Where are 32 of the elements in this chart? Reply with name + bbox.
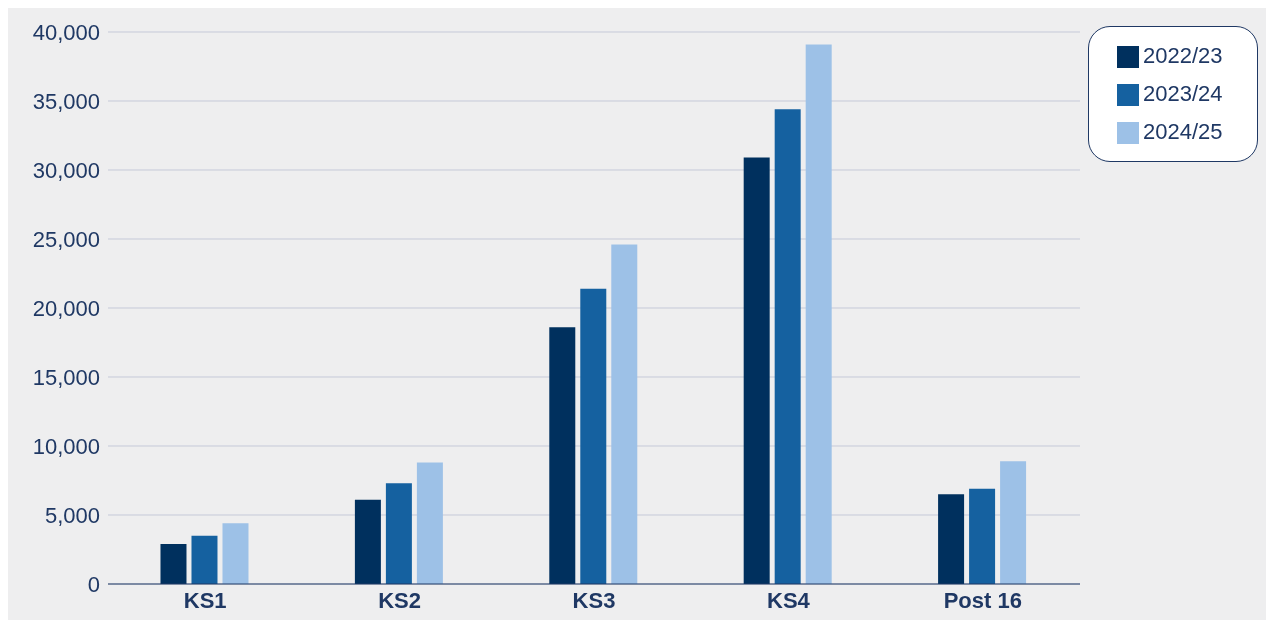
- y-tick-label: 0: [87, 571, 100, 597]
- y-tick-label: 20,000: [32, 295, 100, 321]
- y-tick-label: 25,000: [32, 226, 100, 252]
- legend-label: 2022/23: [1143, 43, 1223, 68]
- y-tick-label: 35,000: [32, 88, 100, 114]
- bar: [805, 44, 832, 584]
- bar: [549, 327, 576, 584]
- bar: [743, 157, 770, 584]
- bar: [385, 483, 412, 584]
- bar: [938, 494, 965, 584]
- bar: [969, 488, 996, 584]
- bar: [580, 288, 607, 584]
- x-tick-label: Post 16: [943, 587, 1022, 613]
- bar: [160, 543, 187, 584]
- x-tick-label: KS4: [767, 587, 811, 613]
- bar: [416, 462, 443, 584]
- legend-label: 2024/25: [1143, 119, 1223, 144]
- y-tick-label: 30,000: [32, 157, 100, 183]
- bar: [774, 109, 801, 584]
- bar: [191, 535, 218, 584]
- x-tick-label: KS3: [572, 587, 616, 613]
- bar: [222, 523, 249, 584]
- x-tick-label: KS1: [183, 587, 227, 613]
- legend-label: 2023/24: [1143, 81, 1223, 106]
- bar: [354, 499, 381, 584]
- y-tick-label: 10,000: [32, 433, 100, 459]
- y-tick-label: 40,000: [32, 19, 100, 45]
- bar: [1000, 461, 1027, 584]
- y-tick-label: 5,000: [44, 502, 100, 528]
- y-tick-label: 15,000: [32, 364, 100, 390]
- bar: [611, 244, 638, 584]
- x-tick-label: KS2: [378, 587, 421, 613]
